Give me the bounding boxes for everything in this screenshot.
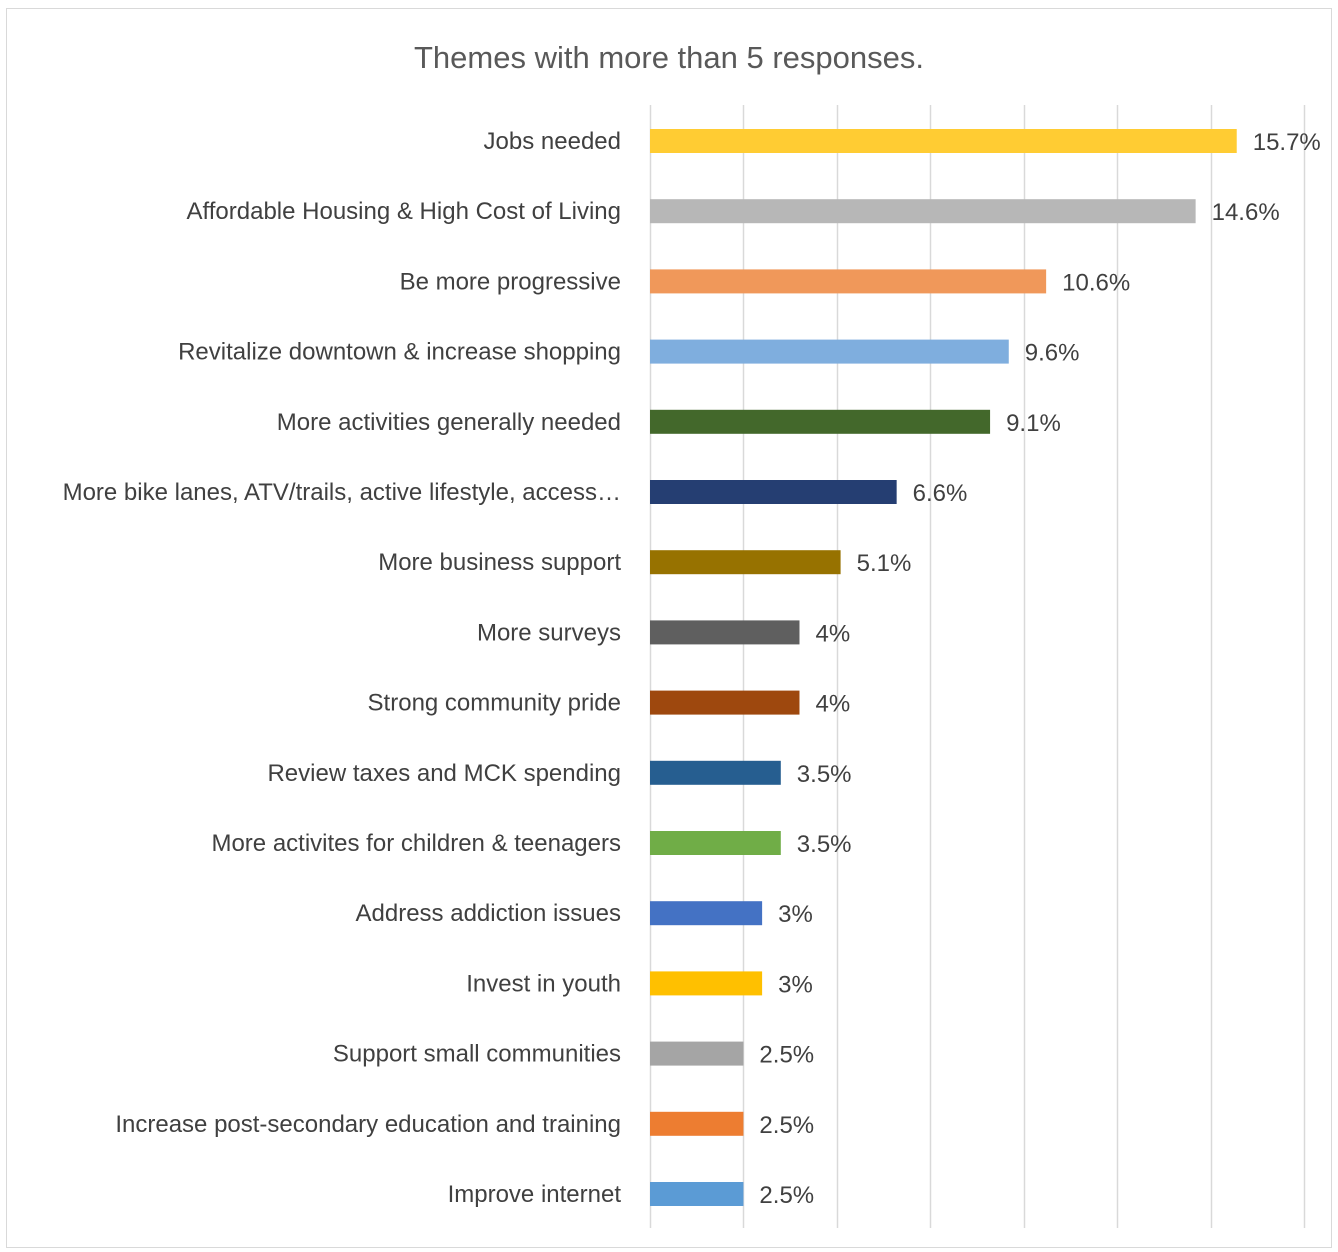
category-label: Support small communities: [333, 1041, 621, 1068]
bar: [650, 129, 1237, 153]
bar: [650, 409, 991, 434]
category-label: More activites for children & teenagers: [211, 830, 621, 857]
data-label: 4%: [815, 620, 850, 647]
data-label: 3%: [778, 901, 813, 928]
data-label: 2.5%: [759, 1182, 814, 1209]
category-label: More activities generally needed: [277, 409, 621, 436]
bar: [650, 480, 897, 504]
bars: [650, 129, 1237, 1206]
category-label: Address addiction issues: [356, 900, 621, 927]
chart-title: Themes with more than 5 responses.: [413, 40, 925, 75]
data-label: 6.6%: [913, 480, 968, 507]
bar: [650, 1111, 744, 1136]
data-label: 9.6%: [1025, 340, 1080, 367]
category-label: Affordable Housing & High Cost of Living: [187, 198, 621, 225]
data-label: 3%: [778, 971, 813, 998]
bar: [650, 199, 1196, 224]
category-label: More surveys: [477, 619, 621, 646]
data-label: 9.1%: [1006, 410, 1061, 437]
data-label: 3.5%: [797, 831, 852, 858]
data-label: 4%: [815, 691, 850, 718]
category-label: Invest in youth: [466, 970, 621, 997]
category-label: More business support: [378, 549, 621, 576]
data-label: 10.6%: [1062, 269, 1130, 296]
category-label: Revitalize downtown & increase shopping: [178, 339, 621, 366]
category-label: Be more progressive: [400, 268, 621, 295]
bar: [650, 831, 781, 855]
category-label: Strong community pride: [368, 690, 621, 717]
bar: [650, 620, 800, 645]
bar: [650, 1182, 744, 1206]
category-label: Improve internet: [448, 1181, 622, 1208]
bar: [650, 339, 1009, 364]
bar: [650, 550, 841, 575]
bar: [650, 690, 800, 715]
category-label: Jobs needed: [484, 128, 621, 155]
data-label: 2.5%: [759, 1112, 814, 1139]
data-label: 2.5%: [759, 1042, 814, 1069]
data-label: 15.7%: [1253, 129, 1321, 156]
data-label: 3.5%: [797, 761, 852, 788]
data-label: 5.1%: [857, 550, 912, 577]
category-label: Review taxes and MCK spending: [267, 760, 621, 787]
bar: [650, 760, 781, 785]
category-label: Increase post-secondary education and tr…: [115, 1111, 621, 1138]
bar: [650, 1041, 744, 1066]
data-label: 14.6%: [1212, 199, 1280, 226]
bar: [650, 269, 1047, 294]
labels: Jobs needed 15.7% Affordable Housing & Hig…: [63, 128, 1321, 1209]
bar: [650, 901, 763, 926]
bar: [650, 971, 763, 996]
category-label: More bike lanes, ATV/trails, active life…: [63, 479, 621, 506]
